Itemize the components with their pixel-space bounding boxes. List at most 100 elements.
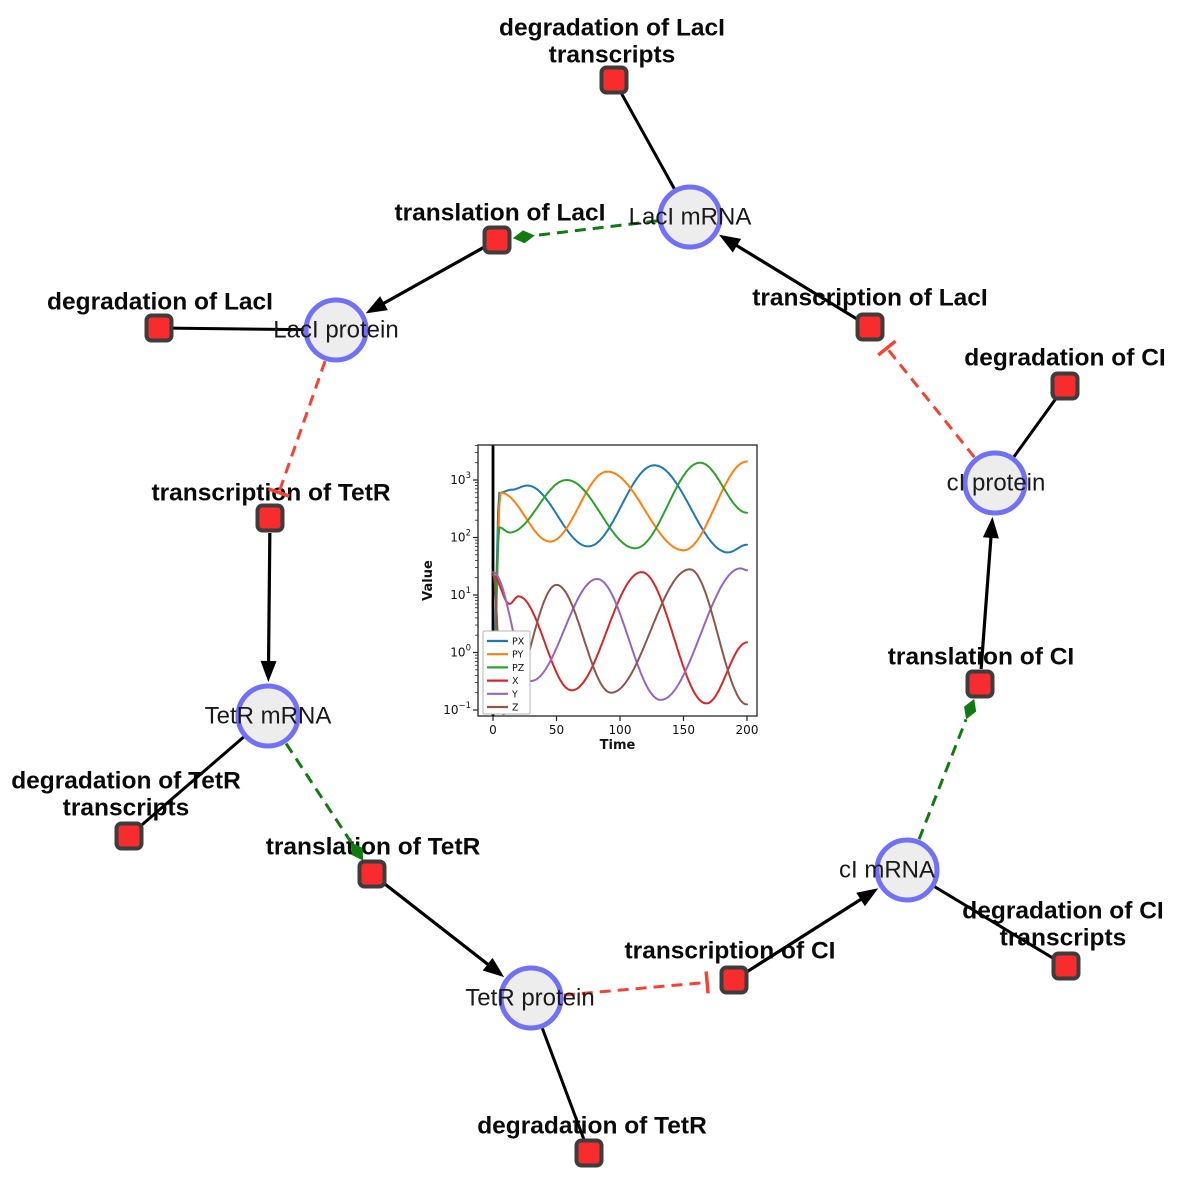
series-PZ (492, 461, 748, 701)
reaction-label-line: transcription of TetR (151, 480, 390, 507)
edge-tl_lacI-lacI_prot (379, 245, 485, 307)
reaction-node-tl_tetR (357, 859, 387, 889)
reaction-label-tl_tetR: translation of TetR (266, 834, 481, 861)
species-label-lacI_prot: LacI protein (273, 317, 398, 344)
reaction-label-tr_lacI: transcription of LacI (752, 285, 988, 312)
ytick-label: 101 (450, 586, 471, 602)
reaction-label-line: translation of LacI (394, 200, 605, 227)
edge-tr_cI-cI_mRNA-arrowhead-icon (856, 888, 879, 907)
xtick-label: 50 (549, 723, 564, 737)
species-label-tetR_mRNA: TetR mRNA (205, 703, 332, 730)
edge-tr_tetR-tetR_mRNA-arrowhead-icon (260, 660, 277, 683)
reaction-node-tl_cI (965, 669, 995, 699)
edge-lacI_prot-tr_tetR (277, 360, 327, 494)
reaction-label-line: transcripts (549, 42, 676, 69)
axes-layer: 10−1 100 101 102 103 0 50 100 150 200 (443, 444, 759, 737)
reaction-node-tl_lacI (482, 225, 512, 255)
reaction-label-deg_tetR: degradation of TetR (477, 1113, 707, 1140)
species-label-cI_prot: cI protein (947, 470, 1046, 497)
reaction-label-deg_lacI: degradation of LacI (47, 289, 273, 316)
legend-label-PZ: PZ (512, 663, 525, 674)
reaction-label-line: degradation of TetR (11, 768, 241, 795)
edge-tl_tetR-tetR_prot (382, 881, 492, 968)
xtick-label: 100 (609, 723, 632, 737)
series-Z (492, 568, 748, 716)
reaction-node-deg_lacI_tx (599, 65, 629, 95)
species-label-lacI_mRNA: LacI mRNA (629, 204, 752, 231)
reaction-node-tr_tetR (255, 503, 285, 533)
y-axis-label: Value (421, 560, 436, 601)
reaction-label-tr_tetR: transcription of TetR (151, 480, 390, 507)
species-label-cI_mRNA: cI mRNA (839, 857, 935, 884)
edge-tl_cI-cI_prot (979, 533, 993, 670)
reaction-label-line: degradation of LacI (47, 289, 273, 316)
curves-layer (491, 445, 748, 716)
species-node-cI_prot (962, 450, 1028, 516)
ytick-label: 103 (450, 471, 471, 487)
edge-tr_lacI-lacI_mRNA (732, 242, 859, 321)
edge-tr_tetR-tetR_mRNA (266, 532, 272, 666)
species-node-lacI_mRNA (657, 184, 723, 250)
edge-cI_prot-tr_lacI (885, 347, 976, 459)
x-axis-label: Time (600, 738, 636, 753)
species-node-tetR_mRNA (235, 683, 301, 749)
time-series-plot: 10−1 100 101 102 103 0 50 100 150 200 PX PY PZ XYZ Tim… (420, 428, 780, 763)
reaction-label-line: transcription of LacI (752, 285, 988, 312)
ytick-label: 102 (450, 529, 471, 545)
edge-tetR_prot-tr_cI-tbar-icon (704, 971, 710, 994)
reaction-label-line: degradation of LacI (499, 15, 725, 42)
species-node-cI_mRNA (874, 837, 940, 903)
reaction-label-deg_lacI_tx: degradation of LacI transcripts (499, 15, 725, 69)
reaction-label-line: translation of TetR (266, 834, 481, 861)
reaction-label-line: transcripts (63, 795, 190, 822)
reaction-label-deg_cI_tx: degradation of CI transcripts (962, 898, 1163, 952)
edge-tr_lacI-lacI_mRNA-arrowhead-icon (719, 234, 742, 253)
series-Y (492, 567, 748, 701)
reaction-label-line: transcription of CI (625, 938, 836, 965)
edges-layer (128, 79, 1067, 1154)
reaction-label-deg_cI: degradation of CI (964, 345, 1165, 372)
legend-label-Z: Z (512, 703, 519, 714)
reaction-label-line: degradation of CI (964, 345, 1165, 372)
edge-lacI_prot-tr_tetR-tbar-icon (267, 487, 290, 498)
edge-tetR_mRNA-tl_tetR (284, 742, 353, 844)
edge-cI_mRNA-tl_cI-diamond-icon (964, 698, 977, 720)
ytick-label: 10−1 (443, 701, 471, 717)
series-PX (492, 464, 748, 701)
edge-cI_prot-tr_lacI-tbar-icon (877, 339, 897, 357)
reaction-node-tr_cI (719, 965, 749, 995)
species-labels-layer: LacI mRNA LacI protein TetR mRNA TetR prote… (205, 204, 1046, 1012)
species-label-tetR_prot: TetR protein (465, 985, 594, 1012)
edge-tetR_mRNA-tl_tetR-diamond-icon (351, 842, 364, 861)
edge-tl_tetR-tetR_prot-arrowhead-icon (482, 957, 505, 978)
nodes-layer (114, 65, 1081, 1168)
edge-tl_cI-cI_prot-arrowhead-icon (982, 516, 999, 539)
series-PY (492, 460, 748, 701)
legend: PX PY PZ XYZ (482, 630, 531, 715)
edge-lacI_mRNA-tl_lacI-diamond-icon (512, 230, 535, 244)
reaction-node-deg_tetR (574, 1138, 604, 1168)
edge-tr_cI-cI_mRNA (745, 896, 865, 974)
edge-tetR_prot-tr_cI (563, 980, 708, 997)
reaction-label-line: degradation of CI (962, 898, 1163, 925)
reaction-node-deg_cI_tx (1051, 951, 1081, 981)
ytick-label: 100 (450, 644, 471, 660)
reaction-label-line: degradation of TetR (477, 1113, 707, 1140)
reaction-label-deg_tetR_tx: degradation of TetR transcripts (11, 768, 241, 822)
xtick-label: 200 (736, 723, 759, 737)
reaction-node-deg_cI (1050, 371, 1080, 401)
series-X (492, 571, 748, 705)
legend-label-Y: Y (511, 689, 518, 700)
species-node-lacI_prot (303, 297, 369, 363)
xtick-label: 0 (489, 723, 497, 737)
legend-label-X: X (512, 676, 519, 687)
edge-cI_mRNA-tl_cI (917, 718, 968, 840)
reaction-node-tr_lacI (855, 312, 885, 342)
plot-frame (477, 444, 758, 717)
edge-lacI_mRNA-tl_lacI (534, 219, 658, 237)
reaction-label-tl_lacI: translation of LacI (394, 200, 605, 227)
reaction-label-tr_cI: transcription of CI (625, 938, 836, 965)
legend-label-PY: PY (512, 650, 524, 661)
